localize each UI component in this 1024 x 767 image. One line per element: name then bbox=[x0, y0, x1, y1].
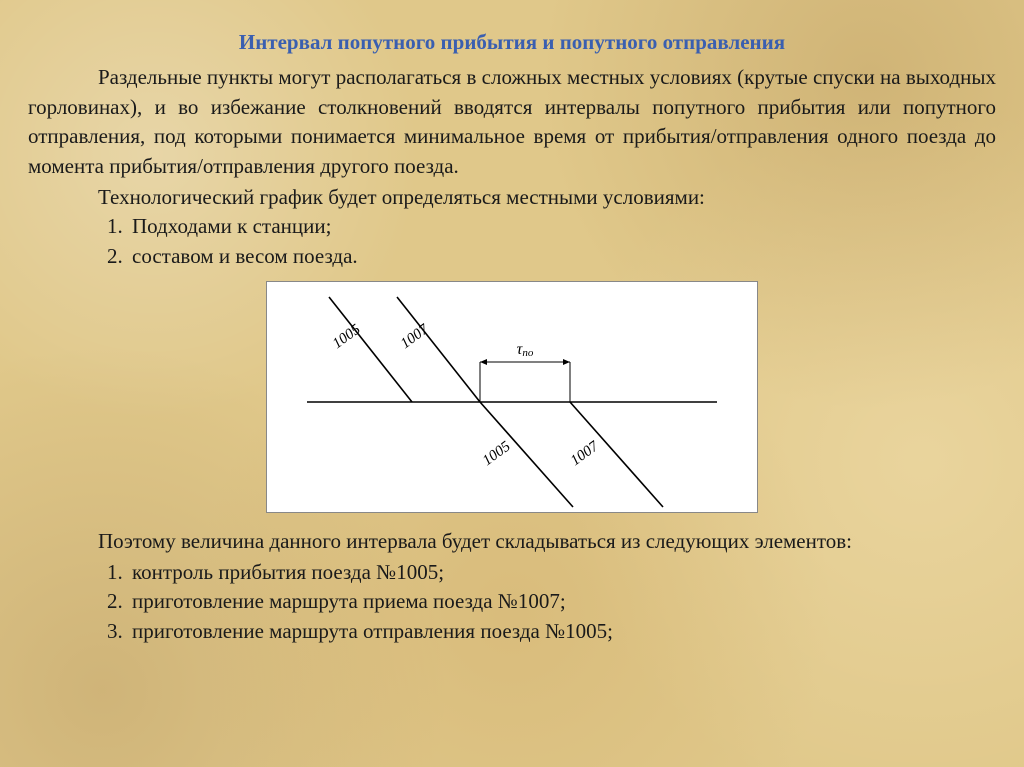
page-title: Интервал попутного прибытия и попутного … bbox=[28, 28, 996, 57]
list-conditions: Подходами к станции; составом и весом по… bbox=[28, 212, 996, 271]
svg-text:1007: 1007 bbox=[398, 321, 433, 352]
list-item: приготовление маршрута приема поезда №10… bbox=[128, 587, 996, 616]
list-item: контроль прибытия поезда №1005; bbox=[128, 558, 996, 587]
paragraph-intro: Раздельные пункты могут располагаться в … bbox=[28, 63, 996, 181]
list-elements: контроль прибытия поезда №1005; приготов… bbox=[28, 558, 996, 646]
figure-wrapper: 1005 1007 1005 1007 τпо bbox=[28, 281, 996, 520]
interval-diagram: 1005 1007 1005 1007 τпо bbox=[266, 281, 758, 513]
svg-text:1005: 1005 bbox=[330, 321, 364, 352]
svg-text:1007: 1007 bbox=[568, 438, 603, 469]
page-content: Интервал попутного прибытия и попутного … bbox=[0, 0, 1024, 646]
svg-text:1005: 1005 bbox=[480, 438, 514, 469]
line-conditions: Технологический график будет определятьс… bbox=[28, 183, 996, 212]
list-item: составом и весом поезда. bbox=[128, 242, 996, 271]
paragraph-elements: Поэтому величина данного интервала будет… bbox=[28, 527, 996, 556]
svg-text:τпо: τпо bbox=[517, 341, 534, 359]
list-item: Подходами к станции; bbox=[128, 212, 996, 241]
list-item: приготовление маршрута отправления поезд… bbox=[128, 617, 996, 646]
